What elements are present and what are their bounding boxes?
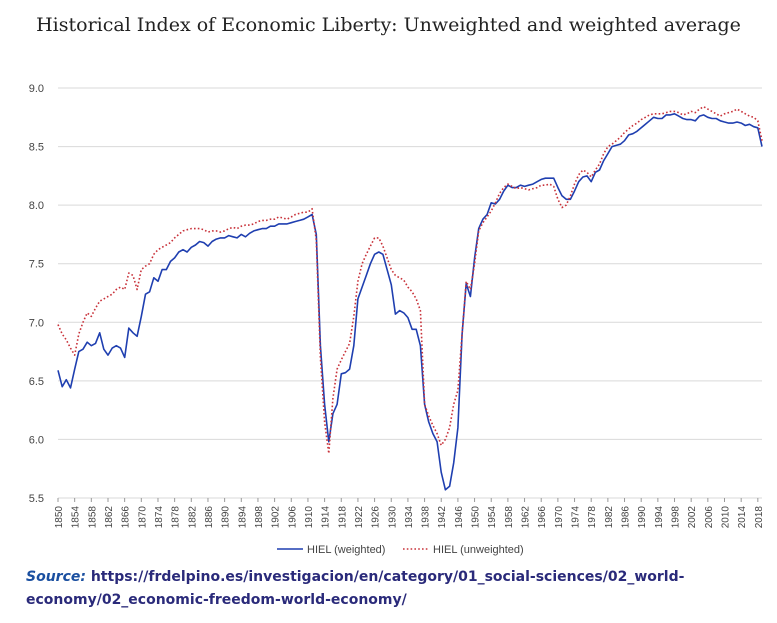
source-url[interactable]: https://frdelpino.es/investigacion/en/ca… [26,569,685,608]
x-tick-label: 1934 [404,506,415,529]
legend-label: HIEL (unweighted) [433,544,524,556]
legend-label: HIEL (weighted) [307,544,385,556]
y-tick-label: 6.0 [29,434,44,446]
source-note: Source: https://frdelpino.es/investigaci… [26,566,756,612]
series-line-unweighted [57,105,763,455]
x-tick-label: 1978 [587,506,598,529]
y-tick-label: 7.0 [29,317,44,329]
x-tick-label: 1982 [604,506,615,529]
x-tick-label: 1954 [487,506,498,529]
x-tick-label: 2002 [687,506,698,529]
x-tick-label: 1874 [154,506,165,529]
x-tick-label: 2006 [704,506,715,529]
y-tick-label: 8.5 [29,142,44,154]
x-tick-label: 1950 [471,506,482,529]
x-tick-label: 1870 [137,506,148,529]
x-tick-label: 1850 [54,506,65,529]
x-tick-label: 1986 [621,506,632,529]
y-tick-label: 7.5 [29,259,44,271]
x-tick-label: 1902 [271,506,282,529]
x-tick-label: 1890 [221,506,232,529]
x-tick-label: 1998 [671,506,682,529]
x-tick-label: 1918 [337,506,348,529]
x-tick-label: 1862 [104,506,115,529]
x-tick-label: 1938 [421,506,432,529]
x-tick-label: 2010 [721,506,732,529]
x-tick-label: 1898 [254,506,265,529]
x-tick-label: 1970 [554,506,565,529]
x-tick-label: 2018 [754,506,765,529]
x-tick-label: 1930 [387,506,398,529]
series-lines [57,105,763,491]
x-tick-label: 1878 [171,506,182,529]
x-tick-label: 1990 [637,506,648,529]
x-tick-label: 1966 [537,506,548,529]
gridlines [58,87,762,499]
x-tick-label: 1958 [504,506,515,529]
x-tick-label: 1894 [237,506,248,529]
chart-title: Historical Index of Economic Liberty: Un… [36,14,741,36]
x-tick-label: 1854 [71,506,82,529]
x-tick-label: 1886 [204,506,215,529]
y-tick-label: 9.0 [29,83,44,95]
x-tick-label: 1926 [371,506,382,529]
y-tick-label: 6.5 [29,376,44,388]
x-tick-label: 1914 [321,506,332,529]
legend: HIEL (weighted) HIEL (unweighted) [277,544,524,556]
x-tick-label: 1962 [521,506,532,529]
x-tick-label: 2014 [737,506,748,529]
x-tick-label: 1906 [287,506,298,529]
source-label: Source: [26,569,86,585]
x-tick-label: 1858 [87,506,98,529]
series-line-weighted [57,113,763,491]
x-tick-label: 1910 [304,506,315,529]
x-tick-label: 1942 [437,506,448,529]
x-tick-label: 1946 [454,506,465,529]
x-tick-label: 1994 [654,506,665,529]
x-tick-label: 1922 [354,506,365,529]
y-axis-ticks: 5.5 6.0 6.5 7.0 7.5 8.0 8.5 9.0 [29,83,44,505]
line-chart: 5.5 6.0 6.5 7.0 7.5 8.0 8.5 9.0 1850 1854 1858 186… [29,83,765,556]
x-axis-ticks: 1850 1854 1858 1862 1866 1870 1874 1878 1882 1886… [54,498,765,528]
y-tick-label: 5.5 [29,493,44,505]
y-tick-label: 8.0 [29,200,44,212]
x-tick-label: 1866 [121,506,132,529]
x-tick-label: 1882 [187,506,198,529]
x-tick-label: 1974 [571,506,582,529]
